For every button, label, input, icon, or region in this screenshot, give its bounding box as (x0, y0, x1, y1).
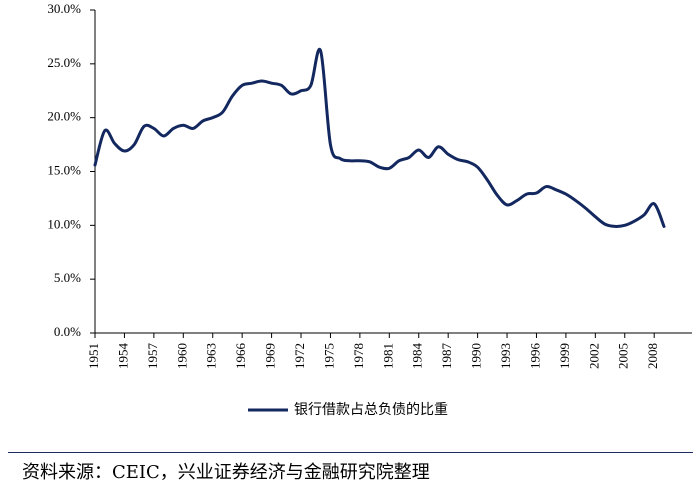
plot-area (93, 47, 666, 228)
x-tick-label: 1984 (410, 343, 425, 370)
series-line-bank-loan-ratio (93, 47, 666, 228)
x-tick-label: 1987 (439, 343, 454, 370)
line-chart: 0.0%5.0%10.0%15.0%20.0%25.0%30.0% 1951 19… (47, 1, 692, 418)
y-tick-label: 30.0% (47, 1, 81, 16)
x-tick-label: 1960 (174, 343, 189, 369)
x-tick-label: 1999 (557, 343, 572, 369)
x-tick-label: 1978 (351, 343, 366, 369)
x-tick-label: 1957 (145, 343, 160, 370)
source-note: 资料来源：CEIC，兴业证券经济与金融研究院整理 (22, 462, 430, 483)
x-tick-label: 2005 (616, 343, 631, 369)
x-tick-label: 1966 (233, 343, 248, 370)
source-divider (8, 452, 693, 453)
y-tick-label: 0.0% (54, 324, 81, 339)
x-tick-label: 1990 (469, 343, 484, 369)
x-tick-label: 2008 (645, 343, 660, 369)
legend-label: 银行借款占总负债的比重 (294, 402, 448, 418)
y-tick-label: 10.0% (47, 216, 81, 231)
x-tick-label: 1951 (86, 343, 101, 369)
x-tick-label: 1981 (380, 343, 395, 369)
y-tick-label: 25.0% (47, 55, 81, 70)
x-tick-label: 1969 (263, 343, 278, 369)
x-tick-label: 1963 (204, 343, 219, 369)
x-tick-label: 2002 (586, 343, 601, 369)
x-axis: 1951 1954 1957 1960 1963 1966 1969 1972 1975 1978… (86, 332, 692, 370)
x-tick-label: 1954 (115, 343, 130, 370)
x-tick-label: 1975 (321, 343, 336, 369)
y-tick-label: 15.0% (47, 162, 81, 177)
x-tick-label: 1993 (498, 343, 513, 369)
x-tick-label: 1972 (292, 343, 307, 369)
y-tick-label: 20.0% (47, 109, 81, 124)
y-tick-label: 5.0% (54, 270, 81, 285)
x-tick-label: 1996 (527, 343, 542, 370)
legend: 银行借款占总负债的比重 (248, 402, 448, 418)
y-axis: 0.0% 5.0% 10.0% 15.0% 20.0% 25.0% 30.0% (47, 1, 96, 339)
